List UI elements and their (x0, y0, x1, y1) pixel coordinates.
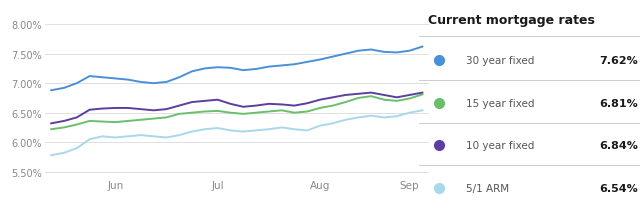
Text: 15 year fixed: 15 year fixed (465, 98, 534, 108)
Text: 6.81%: 6.81% (599, 98, 638, 108)
Text: 5/1 ARM: 5/1 ARM (465, 183, 509, 193)
Text: 30 year fixed: 30 year fixed (465, 56, 534, 66)
Text: 6.84%: 6.84% (599, 140, 638, 150)
Text: 7.62%: 7.62% (599, 56, 638, 66)
Text: 10 year fixed: 10 year fixed (465, 140, 534, 150)
Text: Current mortgage rates: Current mortgage rates (428, 14, 595, 27)
Text: 6.54%: 6.54% (599, 183, 638, 193)
